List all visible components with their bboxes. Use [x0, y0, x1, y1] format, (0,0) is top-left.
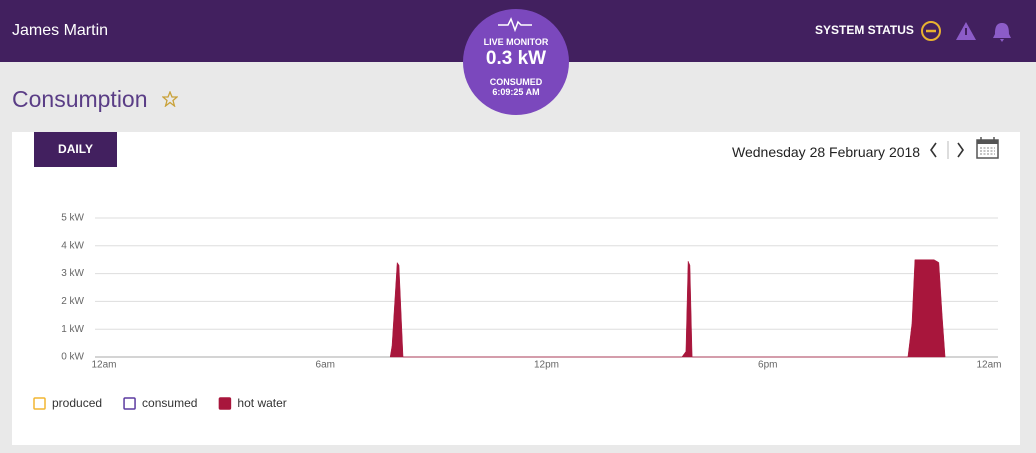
- calendar-icon[interactable]: [976, 137, 999, 159]
- legend-swatch: [33, 397, 46, 410]
- user-name[interactable]: James Martin: [12, 22, 109, 39]
- page-title: Consumption: [12, 86, 148, 112]
- live-monitor-label: LIVE MONITOR: [483, 37, 549, 47]
- pulse-icon: [498, 17, 532, 33]
- daily-tab[interactable]: DAILY: [34, 132, 117, 167]
- y-tick-label: 4 kW: [61, 240, 84, 251]
- chart-card: [12, 132, 1020, 445]
- status-icons: [921, 21, 1011, 42]
- x-tick-label: 6am: [316, 360, 335, 371]
- favorite-star[interactable]: [162, 91, 178, 107]
- status-icon[interactable]: [921, 21, 941, 41]
- live-monitor-value: 0.3 kW: [485, 48, 547, 69]
- bell-icon[interactable]: [993, 23, 1011, 42]
- y-tick-label: 2 kW: [61, 296, 84, 307]
- chart: 0 kW 1 kW 2 kW 3 kW 4 kW 5 kW 12am 6am 12pm 6pm 12…: [33, 213, 1002, 410]
- y-tick-label: 5 kW: [61, 213, 84, 224]
- legend-label: produced: [52, 396, 102, 410]
- prev-day[interactable]: [930, 142, 937, 158]
- area: [389, 259, 946, 358]
- legend-label: consumed: [142, 396, 197, 410]
- legend-swatch: [123, 397, 136, 410]
- next-day[interactable]: [957, 142, 964, 158]
- x-tick-label: 12am: [976, 360, 1001, 371]
- consumed-time: 6:09:25 AM: [492, 87, 540, 97]
- x-tick-label: 6pm: [758, 360, 777, 371]
- consumed-label: CONSUMED: [489, 77, 543, 87]
- x-tick-label: 12pm: [534, 360, 559, 371]
- legend-label: hot water: [237, 396, 286, 410]
- y-tick-label: 3 kW: [61, 268, 84, 279]
- live-monitor[interactable]: LIVE MONITOR 0.3 kW CONSUMED 6:09:25 AM: [463, 9, 569, 115]
- system-status-label[interactable]: SYSTEM STATUS: [815, 23, 914, 37]
- date-nav: [930, 137, 999, 159]
- x-tick-label: 12am: [91, 360, 116, 371]
- warning-mark: [965, 28, 967, 35]
- y-tick-label: 0 kW: [61, 352, 84, 363]
- legend-swatch: [218, 397, 232, 410]
- y-tick-label: 1 kW: [61, 324, 84, 335]
- date-label: Wednesday 28 February 2018: [732, 144, 921, 160]
